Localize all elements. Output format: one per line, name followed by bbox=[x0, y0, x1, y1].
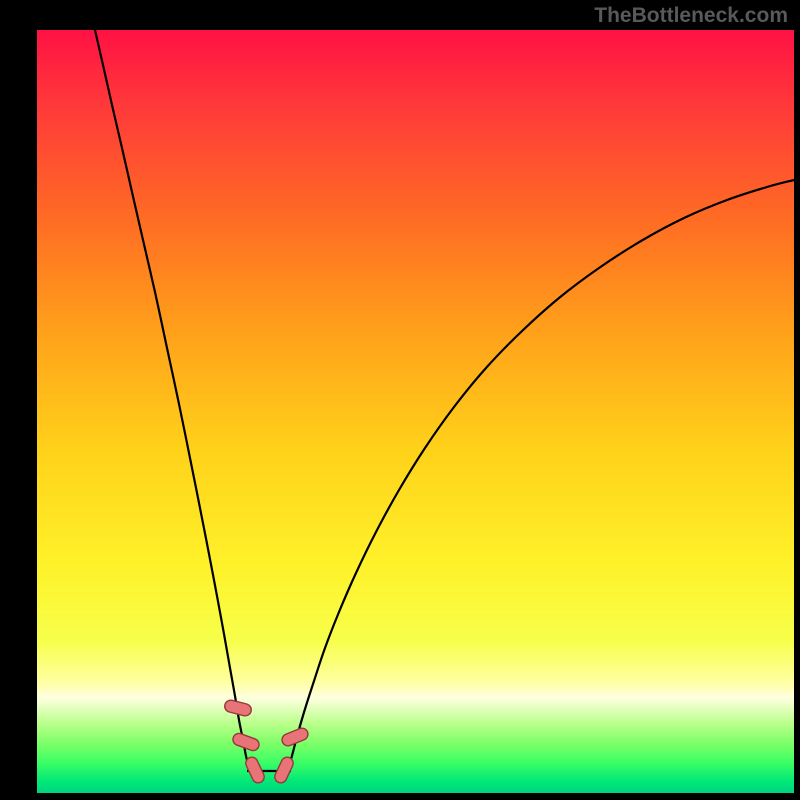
curve-marker bbox=[231, 732, 260, 753]
curve-left-branch bbox=[95, 30, 249, 767]
watermark-text: TheBottleneck.com bbox=[594, 4, 788, 28]
curve-marker bbox=[223, 699, 252, 717]
bottleneck-chart-overlay bbox=[0, 0, 800, 800]
curve-right-branch bbox=[289, 180, 794, 767]
